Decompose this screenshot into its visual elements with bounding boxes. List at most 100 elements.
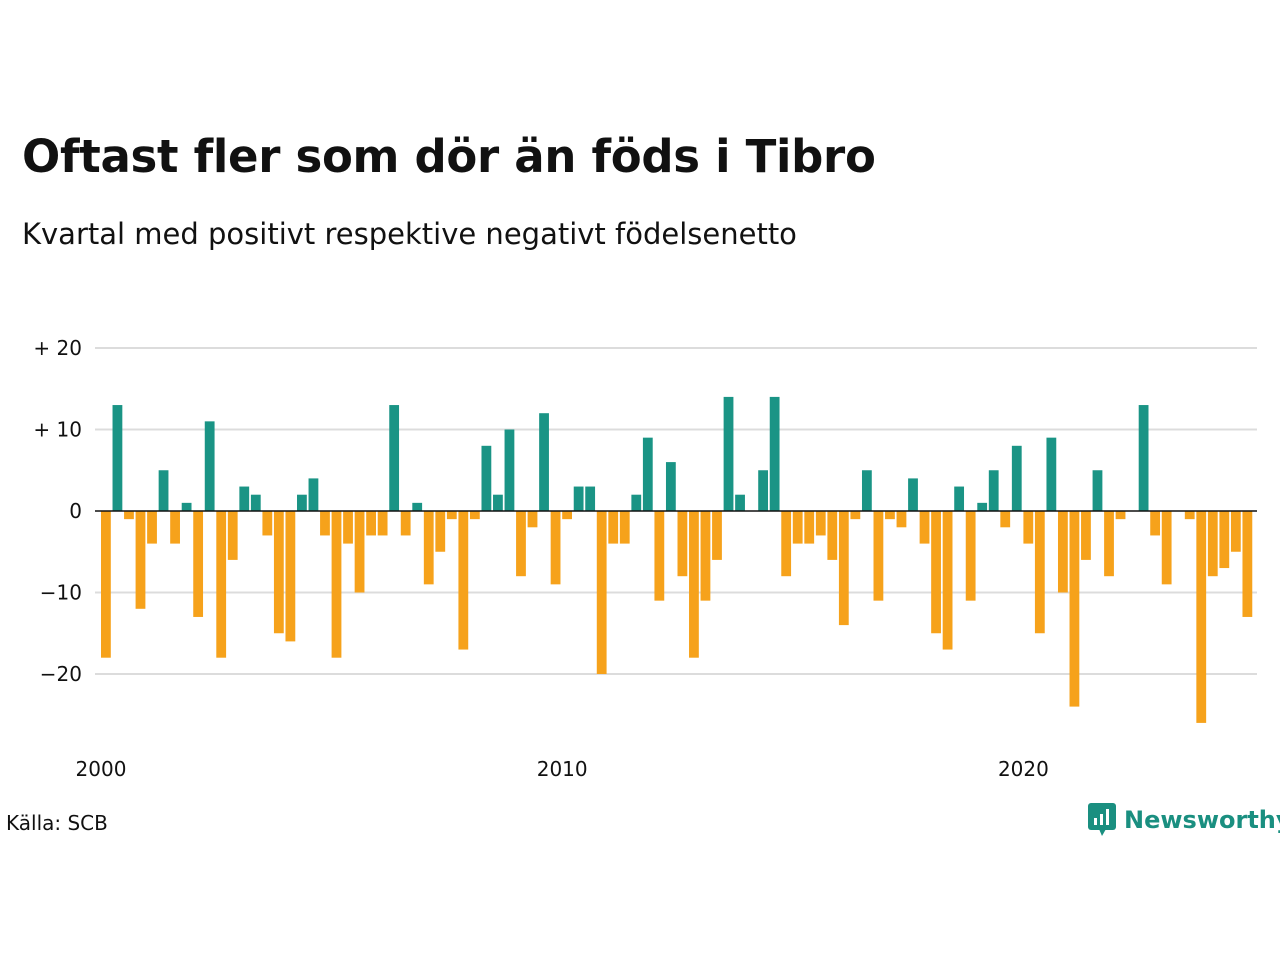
bar-negative: [320, 511, 330, 536]
bar-negative: [458, 511, 469, 650]
bar-positive: [758, 470, 769, 511]
bar-negative: [1207, 511, 1218, 577]
bar-negative: [1196, 511, 1207, 723]
bar-positive: [481, 445, 492, 511]
bar-negative: [101, 511, 111, 658]
bar-negative: [1034, 511, 1045, 634]
bar-negative: [285, 511, 296, 642]
bar-negative: [469, 511, 480, 520]
bar-negative: [377, 511, 388, 536]
bar-positive: [308, 478, 319, 511]
bar-positive: [908, 478, 918, 511]
bar-negative: [1184, 511, 1195, 520]
bar-negative: [423, 511, 434, 585]
bar-negative: [965, 511, 976, 601]
bar-negative: [873, 511, 884, 601]
bar-positive: [493, 494, 503, 511]
y-tick-label: 0: [69, 499, 82, 523]
bar-positive: [412, 502, 423, 511]
bar-negative: [850, 511, 861, 520]
bar-negative: [550, 511, 561, 585]
bar-negative: [273, 511, 284, 634]
bar-chart: + 20 + 10 0 −10 −20 2000 2010 2020: [33, 336, 1257, 781]
bar-negative: [838, 511, 849, 626]
bar-negative: [262, 511, 273, 536]
bar-negative: [1000, 511, 1011, 528]
bar-negative: [1242, 511, 1253, 617]
bar-negative: [343, 511, 353, 544]
bar-negative: [896, 511, 907, 528]
bar-negative: [815, 511, 826, 536]
bar-positive: [297, 494, 307, 511]
bar-negative: [1219, 511, 1230, 569]
bars: [101, 396, 1253, 723]
bar-negative: [1069, 511, 1080, 707]
bar-negative: [562, 511, 572, 520]
bar-positive: [1011, 445, 1022, 511]
x-tick-label: 2000: [76, 757, 127, 781]
bar-positive: [735, 494, 745, 511]
bar-negative: [135, 511, 146, 609]
bar-positive: [1138, 405, 1149, 511]
bar-negative: [654, 511, 665, 601]
bar-negative: [435, 511, 446, 552]
bar-negative: [827, 511, 838, 560]
bar-positive: [573, 486, 584, 511]
bar-negative: [366, 511, 376, 536]
bar-positive: [861, 470, 872, 511]
y-tick-label: + 20: [33, 336, 82, 360]
bar-positive: [1092, 470, 1103, 511]
bar-positive: [239, 486, 250, 511]
brand-logo: Newsworthy: [1088, 803, 1280, 837]
bar-negative: [446, 511, 457, 520]
bar-negative: [1115, 511, 1126, 520]
bar-negative: [1104, 511, 1114, 577]
bar-negative: [781, 511, 792, 577]
bar-negative: [516, 511, 526, 577]
bar-positive: [977, 502, 988, 511]
x-tick-label: 2020: [998, 757, 1049, 781]
bar-negative: [1023, 511, 1034, 544]
axes: + 20 + 10 0 −10 −20 2000 2010 2020: [33, 336, 1257, 781]
y-tick-label: −20: [40, 662, 82, 686]
bar-negative: [931, 511, 941, 634]
bar-negative: [792, 511, 803, 544]
bar-negative: [124, 511, 134, 520]
bar-positive: [204, 421, 215, 511]
bar-negative: [919, 511, 930, 544]
bar-negative: [712, 511, 722, 560]
bar-positive: [504, 429, 515, 511]
y-tick-label: + 10: [33, 418, 82, 442]
newsworthy-logo-icon: [1088, 803, 1116, 836]
bar-negative: [942, 511, 953, 650]
bar-positive: [585, 486, 596, 511]
bar-negative: [1161, 511, 1172, 585]
bar-negative: [354, 511, 365, 593]
chart-title: Oftast fler som dör än föds i Tibro: [22, 130, 876, 183]
bar-positive: [112, 405, 123, 511]
bar-negative: [331, 511, 342, 658]
bar-negative: [608, 511, 619, 544]
bar-negative: [1057, 511, 1068, 593]
bar-negative: [619, 511, 630, 544]
x-tick-label: 2010: [537, 757, 588, 781]
brand-name: Newsworthy: [1124, 806, 1280, 834]
bar-negative: [170, 511, 180, 544]
bar-negative: [885, 511, 895, 520]
bar-positive: [988, 470, 999, 511]
bar-negative: [400, 511, 411, 536]
bar-negative: [677, 511, 688, 577]
y-tick-label: −10: [40, 581, 82, 605]
bar-positive: [158, 470, 169, 511]
bar-positive: [389, 405, 400, 511]
bar-positive: [181, 502, 192, 511]
bar-negative: [804, 511, 815, 544]
bar-negative: [193, 511, 204, 617]
bar-positive: [631, 494, 642, 511]
bar-negative: [689, 511, 699, 658]
bar-positive: [539, 413, 549, 511]
bar-positive: [665, 462, 676, 511]
bar-positive: [723, 396, 734, 511]
bar-negative: [700, 511, 711, 601]
bar-negative: [1230, 511, 1241, 552]
